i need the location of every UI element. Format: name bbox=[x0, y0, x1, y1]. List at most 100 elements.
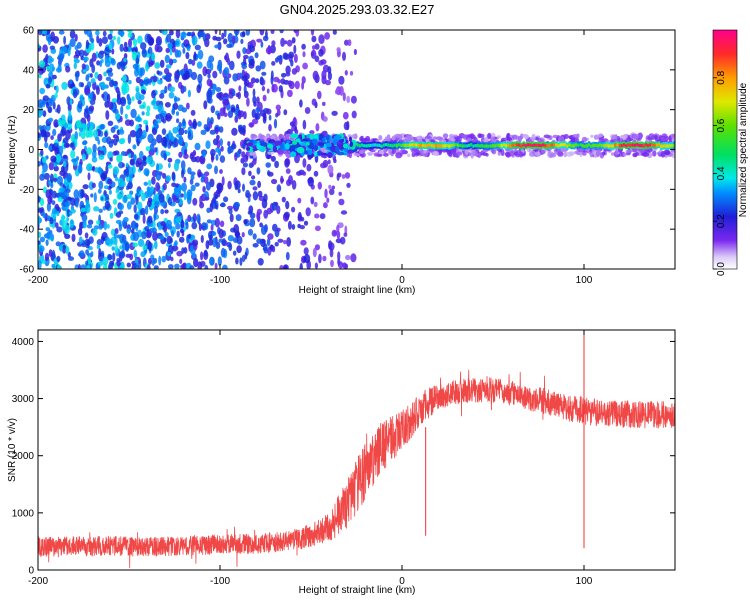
spectrogram-cell bbox=[419, 148, 424, 155]
spectrogram-cell bbox=[50, 155, 57, 163]
spectrogram-cell bbox=[218, 126, 224, 133]
spectrogram-cell bbox=[166, 33, 172, 43]
spectrogram-cell bbox=[294, 128, 299, 135]
spectrogram-cell bbox=[120, 151, 126, 156]
spectrogram-cell bbox=[483, 144, 486, 148]
spectrogram-cell bbox=[286, 237, 291, 247]
spectrogram-cell bbox=[125, 253, 132, 258]
spectrogram-cell bbox=[143, 181, 149, 186]
spectrogram-cell bbox=[411, 143, 414, 147]
spectrogram-cell bbox=[66, 174, 72, 183]
spectrogram-cell bbox=[193, 51, 197, 61]
spectrogram-cell bbox=[255, 78, 260, 84]
spectrogram-cell bbox=[69, 98, 73, 105]
spectrogram-cell bbox=[378, 143, 381, 147]
spectrogram-cell bbox=[74, 33, 78, 42]
spectrogram-cell bbox=[382, 143, 386, 147]
spectrogram-cell bbox=[54, 222, 59, 229]
spectrogram-cell bbox=[63, 143, 70, 149]
spectrogram-cell bbox=[203, 176, 209, 184]
spectrogram-cell bbox=[168, 92, 175, 99]
spectrogram-cell bbox=[363, 144, 366, 148]
colorbar-tick-label: 0.6 bbox=[716, 118, 727, 132]
spectrogram-cell bbox=[38, 73, 42, 79]
spectrogram-cell bbox=[210, 155, 215, 161]
spectrogram-cell bbox=[226, 43, 233, 49]
snr-plot-area bbox=[38, 330, 675, 570]
spectrogram-cell bbox=[140, 42, 147, 50]
spectrogram-cell bbox=[84, 87, 91, 96]
spectrogram-cell bbox=[265, 108, 272, 115]
spectrogram-cell bbox=[119, 263, 125, 269]
spectrogram-cell bbox=[173, 102, 179, 110]
spectrogram-cell bbox=[124, 113, 128, 120]
spectrogram-cell bbox=[238, 110, 245, 118]
spectrogram-cell bbox=[598, 143, 602, 147]
spectrogram-cell bbox=[320, 59, 327, 65]
spectrogram-cell bbox=[151, 127, 158, 136]
spectrogram-cell bbox=[241, 167, 246, 176]
spectrogram-cell bbox=[69, 79, 73, 85]
spectrogram-cell bbox=[310, 196, 315, 205]
spectrogram-cell bbox=[235, 214, 242, 222]
spectrogram-cell bbox=[303, 247, 309, 255]
snr-frame bbox=[37, 329, 676, 571]
spectrogram-cell bbox=[97, 166, 102, 175]
spectrogram-cell bbox=[605, 143, 608, 147]
spectrogram-cell bbox=[448, 144, 451, 148]
spectrogram-cell bbox=[92, 228, 98, 236]
spectrogram-cell bbox=[219, 67, 222, 75]
spectrogram-cell bbox=[46, 101, 49, 109]
spectrogram-cell bbox=[107, 238, 114, 245]
x-tick-label: -200 bbox=[28, 275, 48, 286]
spectrogram-cell bbox=[247, 228, 254, 236]
spectrogram-cell bbox=[238, 85, 242, 92]
spectrogram-cell bbox=[296, 146, 305, 154]
spectrogram-cell bbox=[110, 57, 115, 64]
spectrogram-cell bbox=[224, 55, 227, 60]
spectrogram-cell bbox=[253, 156, 257, 165]
spectrogram-cell bbox=[256, 38, 263, 43]
spectrogram-cell bbox=[53, 119, 59, 128]
spectrogram-cell bbox=[42, 44, 48, 53]
spectrogram-cell bbox=[184, 129, 188, 135]
spectrogram-cell bbox=[540, 149, 546, 155]
spectrogram-cell bbox=[383, 147, 388, 154]
spectrogram-cell bbox=[81, 153, 86, 162]
spectrogram-cell bbox=[78, 49, 85, 58]
spectrogram-cell bbox=[286, 179, 292, 187]
spectrogram-cell bbox=[344, 39, 349, 46]
spectrogram-cell bbox=[119, 251, 126, 259]
spectrogram-cell bbox=[147, 133, 154, 144]
spectrogram-cell bbox=[70, 30, 74, 33]
spectrogram-cell bbox=[441, 144, 445, 148]
spectrogram-cell bbox=[252, 243, 259, 248]
spectrogram-cell bbox=[202, 186, 206, 193]
spectrogram-cell bbox=[118, 129, 125, 135]
spectrogram-cell bbox=[82, 221, 87, 229]
spectrogram-cell bbox=[176, 250, 183, 257]
spectrogram-cell bbox=[63, 35, 66, 45]
spectrogram-cell bbox=[142, 245, 148, 251]
spectrogram-cell bbox=[132, 38, 138, 46]
spectrogram-cell bbox=[173, 186, 180, 196]
spectrogram-cell bbox=[39, 173, 45, 181]
spectrogram-cell bbox=[293, 116, 297, 125]
spectrogram-cell bbox=[90, 73, 93, 78]
spectrogram-cell bbox=[38, 132, 41, 139]
spectrogram-cell bbox=[391, 135, 396, 141]
spectrogram-cell bbox=[543, 134, 551, 139]
colorbar-tick-label: 0.2 bbox=[716, 214, 727, 228]
spectrogram-cell bbox=[612, 138, 620, 143]
spectrogram-cell bbox=[321, 70, 327, 80]
spectrogram-cell bbox=[417, 143, 421, 148]
spectrogram-cell bbox=[314, 262, 318, 269]
spectrogram-cell bbox=[38, 99, 43, 109]
spectrogram-cell bbox=[583, 144, 586, 148]
spectrogram-cell bbox=[507, 143, 510, 147]
x-tick-label: -100 bbox=[210, 576, 230, 587]
spectrogram-cell bbox=[48, 229, 53, 235]
spectrogram-cell bbox=[154, 147, 158, 153]
spectrogram-cell bbox=[68, 115, 72, 121]
spectrogram-cell bbox=[273, 118, 278, 129]
